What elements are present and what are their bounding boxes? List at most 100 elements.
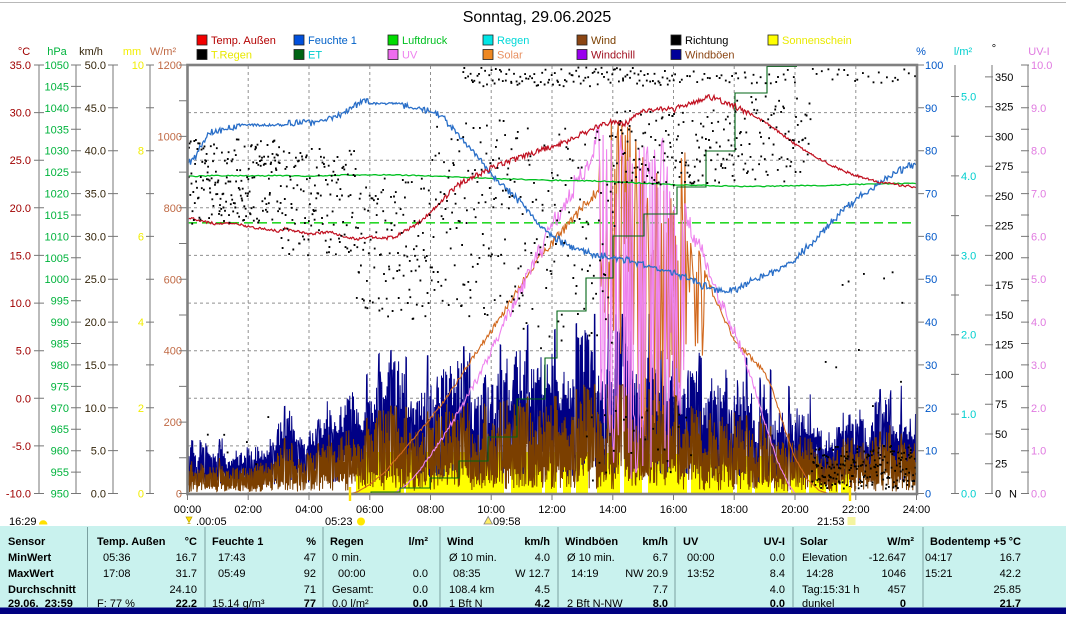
svg-text:0.0: 0.0 (413, 598, 428, 610)
svg-text:21.7: 21.7 (1000, 598, 1021, 610)
svg-text:02:00: 02:00 (234, 504, 262, 516)
svg-text:08:00: 08:00 (417, 504, 445, 516)
svg-text:N: N (1009, 489, 1017, 501)
svg-text:10: 10 (132, 60, 144, 72)
svg-text:9.0: 9.0 (1031, 103, 1046, 115)
svg-text:14:00: 14:00 (599, 504, 627, 516)
svg-text:300: 300 (995, 131, 1013, 143)
svg-text:0.0: 0.0 (770, 552, 785, 564)
svg-text:3.0: 3.0 (961, 250, 976, 262)
svg-text:955: 955 (51, 467, 69, 479)
svg-text:10.0: 10.0 (10, 298, 31, 310)
svg-text:1005: 1005 (45, 253, 69, 265)
svg-text:225: 225 (995, 221, 1013, 233)
svg-text:42.2: 42.2 (1000, 568, 1021, 580)
svg-text:UV: UV (402, 50, 418, 62)
svg-text:Richtung: Richtung (685, 35, 728, 47)
svg-text:Windchill: Windchill (591, 50, 635, 62)
svg-text:°C: °C (185, 536, 197, 548)
svg-text:Bodentemp +5: Bodentemp +5 (930, 536, 1006, 548)
svg-text:10.0: 10.0 (1031, 60, 1052, 72)
svg-text:Elevation: Elevation (802, 552, 847, 564)
svg-text:20:00: 20:00 (781, 504, 809, 516)
svg-text:200: 200 (995, 250, 1013, 262)
svg-text:ET: ET (308, 50, 322, 62)
svg-text:Solar: Solar (800, 536, 828, 548)
svg-text:4.2: 4.2 (535, 598, 550, 610)
svg-text:Regen: Regen (330, 536, 364, 548)
svg-text:71: 71 (304, 584, 316, 596)
svg-text:%: % (306, 536, 316, 548)
svg-text:0 min.: 0 min. (332, 552, 362, 564)
svg-text:1020: 1020 (45, 189, 69, 201)
svg-text:°: ° (992, 43, 996, 55)
svg-text:0.0: 0.0 (770, 598, 785, 610)
svg-text:5.0: 5.0 (91, 446, 106, 458)
svg-text:Feuchte 1: Feuchte 1 (212, 536, 263, 548)
svg-text:960: 960 (51, 446, 69, 458)
svg-text:47: 47 (304, 552, 316, 564)
svg-text:05:49: 05:49 (218, 568, 246, 580)
svg-text:2: 2 (138, 403, 144, 415)
svg-text:970: 970 (51, 403, 69, 415)
svg-text:4.0: 4.0 (961, 171, 976, 183)
svg-text:16.7: 16.7 (176, 552, 197, 564)
svg-text:8.0: 8.0 (1031, 146, 1046, 158)
svg-text:0.0: 0.0 (413, 584, 428, 596)
svg-text:0: 0 (900, 598, 906, 610)
svg-text:Luftdruck: Luftdruck (402, 35, 448, 47)
svg-text:NW 20.9: NW 20.9 (625, 568, 668, 580)
svg-text:-5.0: -5.0 (12, 441, 31, 453)
svg-text:1040: 1040 (45, 103, 69, 115)
svg-text:25.0: 25.0 (10, 155, 31, 167)
svg-text:17:08: 17:08 (103, 568, 131, 580)
svg-text:275: 275 (995, 161, 1013, 173)
svg-text:108.4 km: 108.4 km (449, 584, 494, 596)
svg-text:70: 70 (925, 189, 937, 201)
svg-text:Temp. Außen: Temp. Außen (211, 35, 276, 47)
svg-text:30.0: 30.0 (85, 231, 106, 243)
svg-text:15.0: 15.0 (85, 360, 106, 372)
svg-text:35.0: 35.0 (85, 189, 106, 201)
svg-text:0.0: 0.0 (91, 489, 106, 501)
svg-text:30: 30 (925, 360, 937, 372)
svg-text:Temp. Außen: Temp. Außen (97, 536, 166, 548)
svg-text:14:19: 14:19 (571, 568, 599, 580)
svg-text:10: 10 (925, 446, 937, 458)
svg-text:24:00: 24:00 (903, 504, 931, 516)
svg-text:Tag:15:31 h: Tag:15:31 h (802, 584, 860, 596)
svg-text:00:00: 00:00 (338, 568, 366, 580)
svg-text:4: 4 (138, 317, 144, 329)
svg-text:05:36: 05:36 (103, 552, 131, 564)
svg-text:-10.0: -10.0 (6, 489, 31, 501)
svg-text:24.10: 24.10 (169, 584, 197, 596)
svg-text:Regen: Regen (497, 35, 529, 47)
svg-text:6.7: 6.7 (653, 552, 668, 564)
svg-text:985: 985 (51, 339, 69, 351)
svg-text:7.7: 7.7 (653, 584, 668, 596)
svg-text:21:53: 21:53 (817, 516, 845, 528)
svg-text:-12.647: -12.647 (869, 552, 906, 564)
svg-text:Sensor: Sensor (8, 536, 46, 548)
svg-text:W/m²: W/m² (150, 46, 177, 58)
svg-text:29.06. 23:59: 29.06. 23:59 (8, 598, 73, 610)
svg-text:1010: 1010 (45, 231, 69, 243)
svg-text:15.14 g/m³: 15.14 g/m³ (212, 598, 265, 610)
svg-text:1000: 1000 (158, 131, 182, 143)
svg-text:00:00: 00:00 (174, 504, 202, 516)
svg-text:km/h: km/h (79, 46, 103, 58)
svg-text:.00:05: .00:05 (196, 516, 227, 528)
svg-text:400: 400 (164, 346, 182, 358)
svg-text:°C: °C (1009, 536, 1021, 548)
svg-text:175: 175 (995, 280, 1013, 292)
svg-text:965: 965 (51, 424, 69, 436)
svg-text:1030: 1030 (45, 146, 69, 158)
svg-text:200: 200 (164, 417, 182, 429)
svg-text:0.0: 0.0 (961, 489, 976, 501)
svg-text:Windböen: Windböen (685, 50, 735, 62)
svg-text:8.0: 8.0 (653, 598, 668, 610)
svg-text:350: 350 (995, 72, 1013, 84)
svg-text:Gesamt:: Gesamt: (332, 584, 374, 596)
svg-text:Solar: Solar (497, 50, 523, 62)
svg-text:20.0: 20.0 (10, 203, 31, 215)
